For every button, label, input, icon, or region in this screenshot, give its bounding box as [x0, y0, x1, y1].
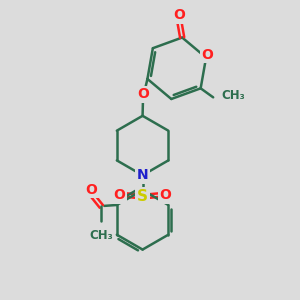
Text: O: O: [202, 48, 214, 62]
Text: CH₃: CH₃: [221, 89, 245, 102]
Text: O: O: [173, 8, 185, 22]
Text: S: S: [137, 189, 148, 204]
Text: O: O: [137, 87, 149, 101]
Text: O: O: [114, 188, 126, 202]
Text: N: N: [137, 168, 148, 182]
Text: CH₃: CH₃: [89, 229, 113, 242]
Text: O: O: [85, 182, 98, 197]
Text: O: O: [160, 188, 171, 202]
